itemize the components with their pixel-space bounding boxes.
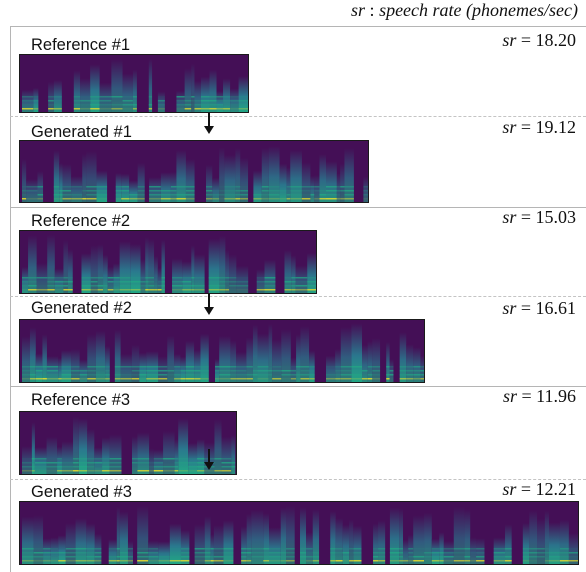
panel-label: Reference #2: [31, 212, 131, 230]
group-2-divider: [10, 386, 586, 387]
speech-rate-value: sr = 19.12: [502, 117, 576, 137]
panel-label: Reference #3: [31, 391, 131, 409]
speech-rate-value: sr = 16.61: [502, 298, 576, 318]
panel-label: Generated #2: [31, 299, 132, 317]
figure-frame: [10, 26, 586, 572]
arrow-down-icon: [204, 449, 214, 470]
spectrogram: [19, 411, 237, 475]
spectrogram: [19, 230, 317, 294]
pair-1-divider: [10, 116, 586, 117]
arrow-down-icon: [204, 113, 214, 134]
panel-label: Generated #1: [31, 123, 132, 141]
panel-label: Reference #1: [31, 36, 131, 54]
pair-3-divider: [10, 479, 586, 480]
speech-rate-value: sr = 18.20: [502, 30, 576, 50]
spectrogram: [19, 54, 249, 113]
legend-description: speech rate (phonemes/sec): [379, 0, 578, 20]
spectrogram: [19, 140, 369, 203]
panel-label: Generated #3: [31, 483, 132, 501]
group-1-divider: [10, 207, 586, 208]
arrow-down-icon: [204, 294, 214, 315]
spectrogram: [19, 501, 579, 565]
legend-colon: :: [365, 0, 380, 20]
speech-rate-value: sr = 12.21: [502, 479, 576, 499]
speech-rate-value: sr = 11.96: [502, 386, 576, 406]
spectrogram: [19, 319, 425, 383]
speech-rate-value: sr = 15.03: [502, 207, 576, 227]
legend-sr-symbol: sr: [351, 0, 366, 20]
legend: sr : speech rate (phonemes/sec): [351, 0, 578, 21]
pair-2-divider: [10, 296, 586, 297]
